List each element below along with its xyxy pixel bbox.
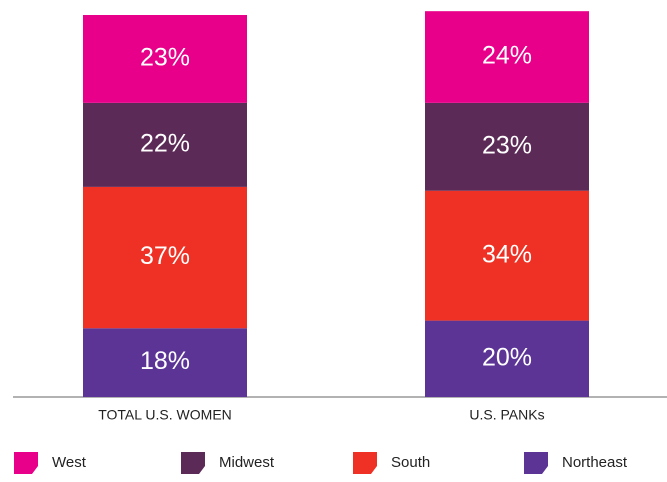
legend-label: Northeast [562, 454, 628, 471]
legend-swatch [14, 452, 38, 474]
value-label: 23% [482, 131, 532, 159]
value-label: 37% [140, 242, 190, 270]
legend-swatch [524, 452, 548, 474]
bar-segment [83, 102, 247, 187]
bar-segment [83, 15, 247, 103]
x-tick-label: U.S. PANKs [469, 407, 544, 423]
bar-segment [83, 186, 247, 329]
bar-segment [83, 328, 247, 397]
value-label: 22% [140, 129, 190, 157]
bar-segment [425, 320, 589, 397]
legend-swatch [181, 452, 205, 474]
value-label: 24% [482, 42, 532, 70]
bar-segment [425, 190, 589, 321]
value-label: 20% [482, 343, 532, 371]
value-label: 18% [140, 347, 190, 375]
value-label: 23% [140, 44, 190, 72]
x-tick-label: TOTAL U.S. WOMEN [98, 407, 232, 423]
bar-segment [425, 11, 589, 103]
value-label: 34% [482, 240, 532, 268]
bar-segment [425, 102, 589, 191]
legend-label: South [391, 454, 430, 471]
legend-swatch [353, 452, 377, 474]
legend-label: Midwest [219, 454, 275, 471]
legend-label: West [52, 454, 87, 471]
